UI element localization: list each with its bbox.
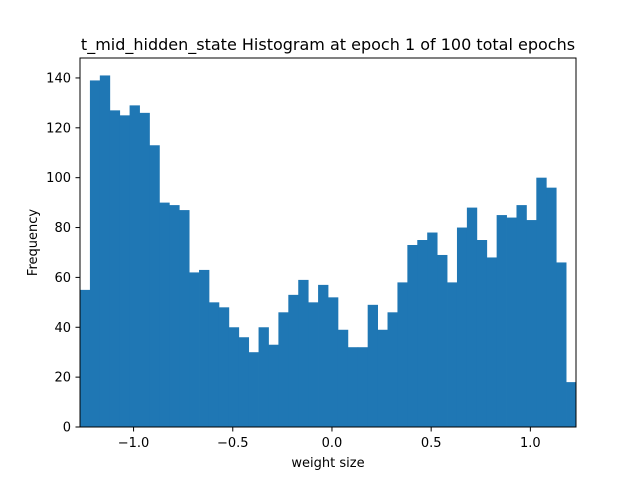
histogram-bar — [417, 240, 428, 427]
histogram-bar — [179, 210, 190, 427]
histogram-bar — [357, 347, 369, 427]
histogram-bar — [536, 177, 547, 427]
histogram-bar — [258, 327, 269, 427]
histogram-bar — [129, 105, 140, 428]
histogram-bar — [328, 297, 339, 427]
x-axis-ticks: −1.0 −0.5 0.0 0.5 1.0 — [118, 427, 541, 451]
histogram-bar — [427, 232, 438, 427]
x-axis-label: weight size — [291, 456, 364, 471]
histogram-bar — [288, 294, 299, 427]
histogram-bar — [298, 279, 309, 427]
histogram-bar — [99, 75, 111, 428]
histogram-bar — [496, 215, 507, 427]
histogram-bar — [169, 205, 180, 427]
histogram-bar — [526, 220, 537, 427]
y-axis-label: Frequency — [26, 209, 41, 276]
histogram-bar — [238, 337, 250, 427]
histogram-bar — [268, 344, 279, 427]
histogram-bar — [407, 244, 418, 427]
histogram-bar — [397, 282, 408, 427]
histogram-bar — [387, 312, 398, 427]
histogram-bar — [506, 217, 517, 427]
histogram-bar — [476, 240, 488, 427]
x-tick-label: −0.5 — [217, 436, 249, 451]
histogram-bar — [308, 302, 319, 427]
histogram-bar — [377, 329, 388, 427]
y-tick-label: 80 — [54, 221, 71, 236]
y-axis-ticks: 0 20 40 60 80 100 120 140 — [46, 71, 80, 436]
y-tick-label: 140 — [46, 71, 71, 86]
histogram-bar — [89, 80, 101, 428]
histogram-bar — [566, 382, 577, 427]
x-tick-label: 0.5 — [421, 436, 442, 451]
histogram-bar — [437, 254, 448, 427]
histogram-bar — [347, 347, 359, 427]
histogram-bar — [119, 115, 130, 427]
histogram-bar — [367, 304, 378, 427]
histogram-bar — [278, 312, 289, 427]
y-tick-label: 0 — [63, 421, 71, 436]
histogram-bar — [337, 329, 349, 427]
histogram-bar — [318, 284, 329, 427]
histogram-bar — [80, 289, 91, 427]
y-tick-label: 20 — [54, 371, 71, 386]
x-tick-label: 1.0 — [520, 436, 541, 451]
histogram-bar — [447, 282, 458, 427]
bars-group — [80, 75, 577, 428]
histogram-bar — [486, 257, 498, 427]
y-tick-label: 100 — [46, 171, 71, 186]
histogram-bar — [199, 269, 210, 427]
histogram-bar — [556, 262, 567, 427]
histogram-bar — [109, 110, 121, 428]
x-tick-label: 0.0 — [322, 436, 343, 451]
histogram-bar — [159, 202, 170, 427]
histogram-bar — [139, 112, 150, 427]
histogram-bar — [248, 352, 259, 427]
histogram-bar — [546, 187, 557, 427]
x-tick-label: −1.0 — [118, 436, 150, 451]
histogram-bar — [466, 207, 478, 427]
histogram-bar — [228, 327, 240, 427]
y-tick-label: 120 — [46, 121, 71, 136]
histogram-bar — [456, 227, 468, 427]
histogram-bar — [189, 272, 200, 427]
histogram-bar — [218, 307, 230, 427]
histogram-bar — [149, 145, 160, 427]
plot-frame — [79, 57, 577, 428]
chart-title: t_mid_hidden_state Histogram at epoch 1 … — [81, 35, 575, 55]
y-tick-label: 60 — [54, 271, 71, 286]
histogram-bar — [208, 302, 220, 427]
histogram-bar — [516, 205, 527, 427]
y-tick-label: 40 — [54, 321, 71, 336]
